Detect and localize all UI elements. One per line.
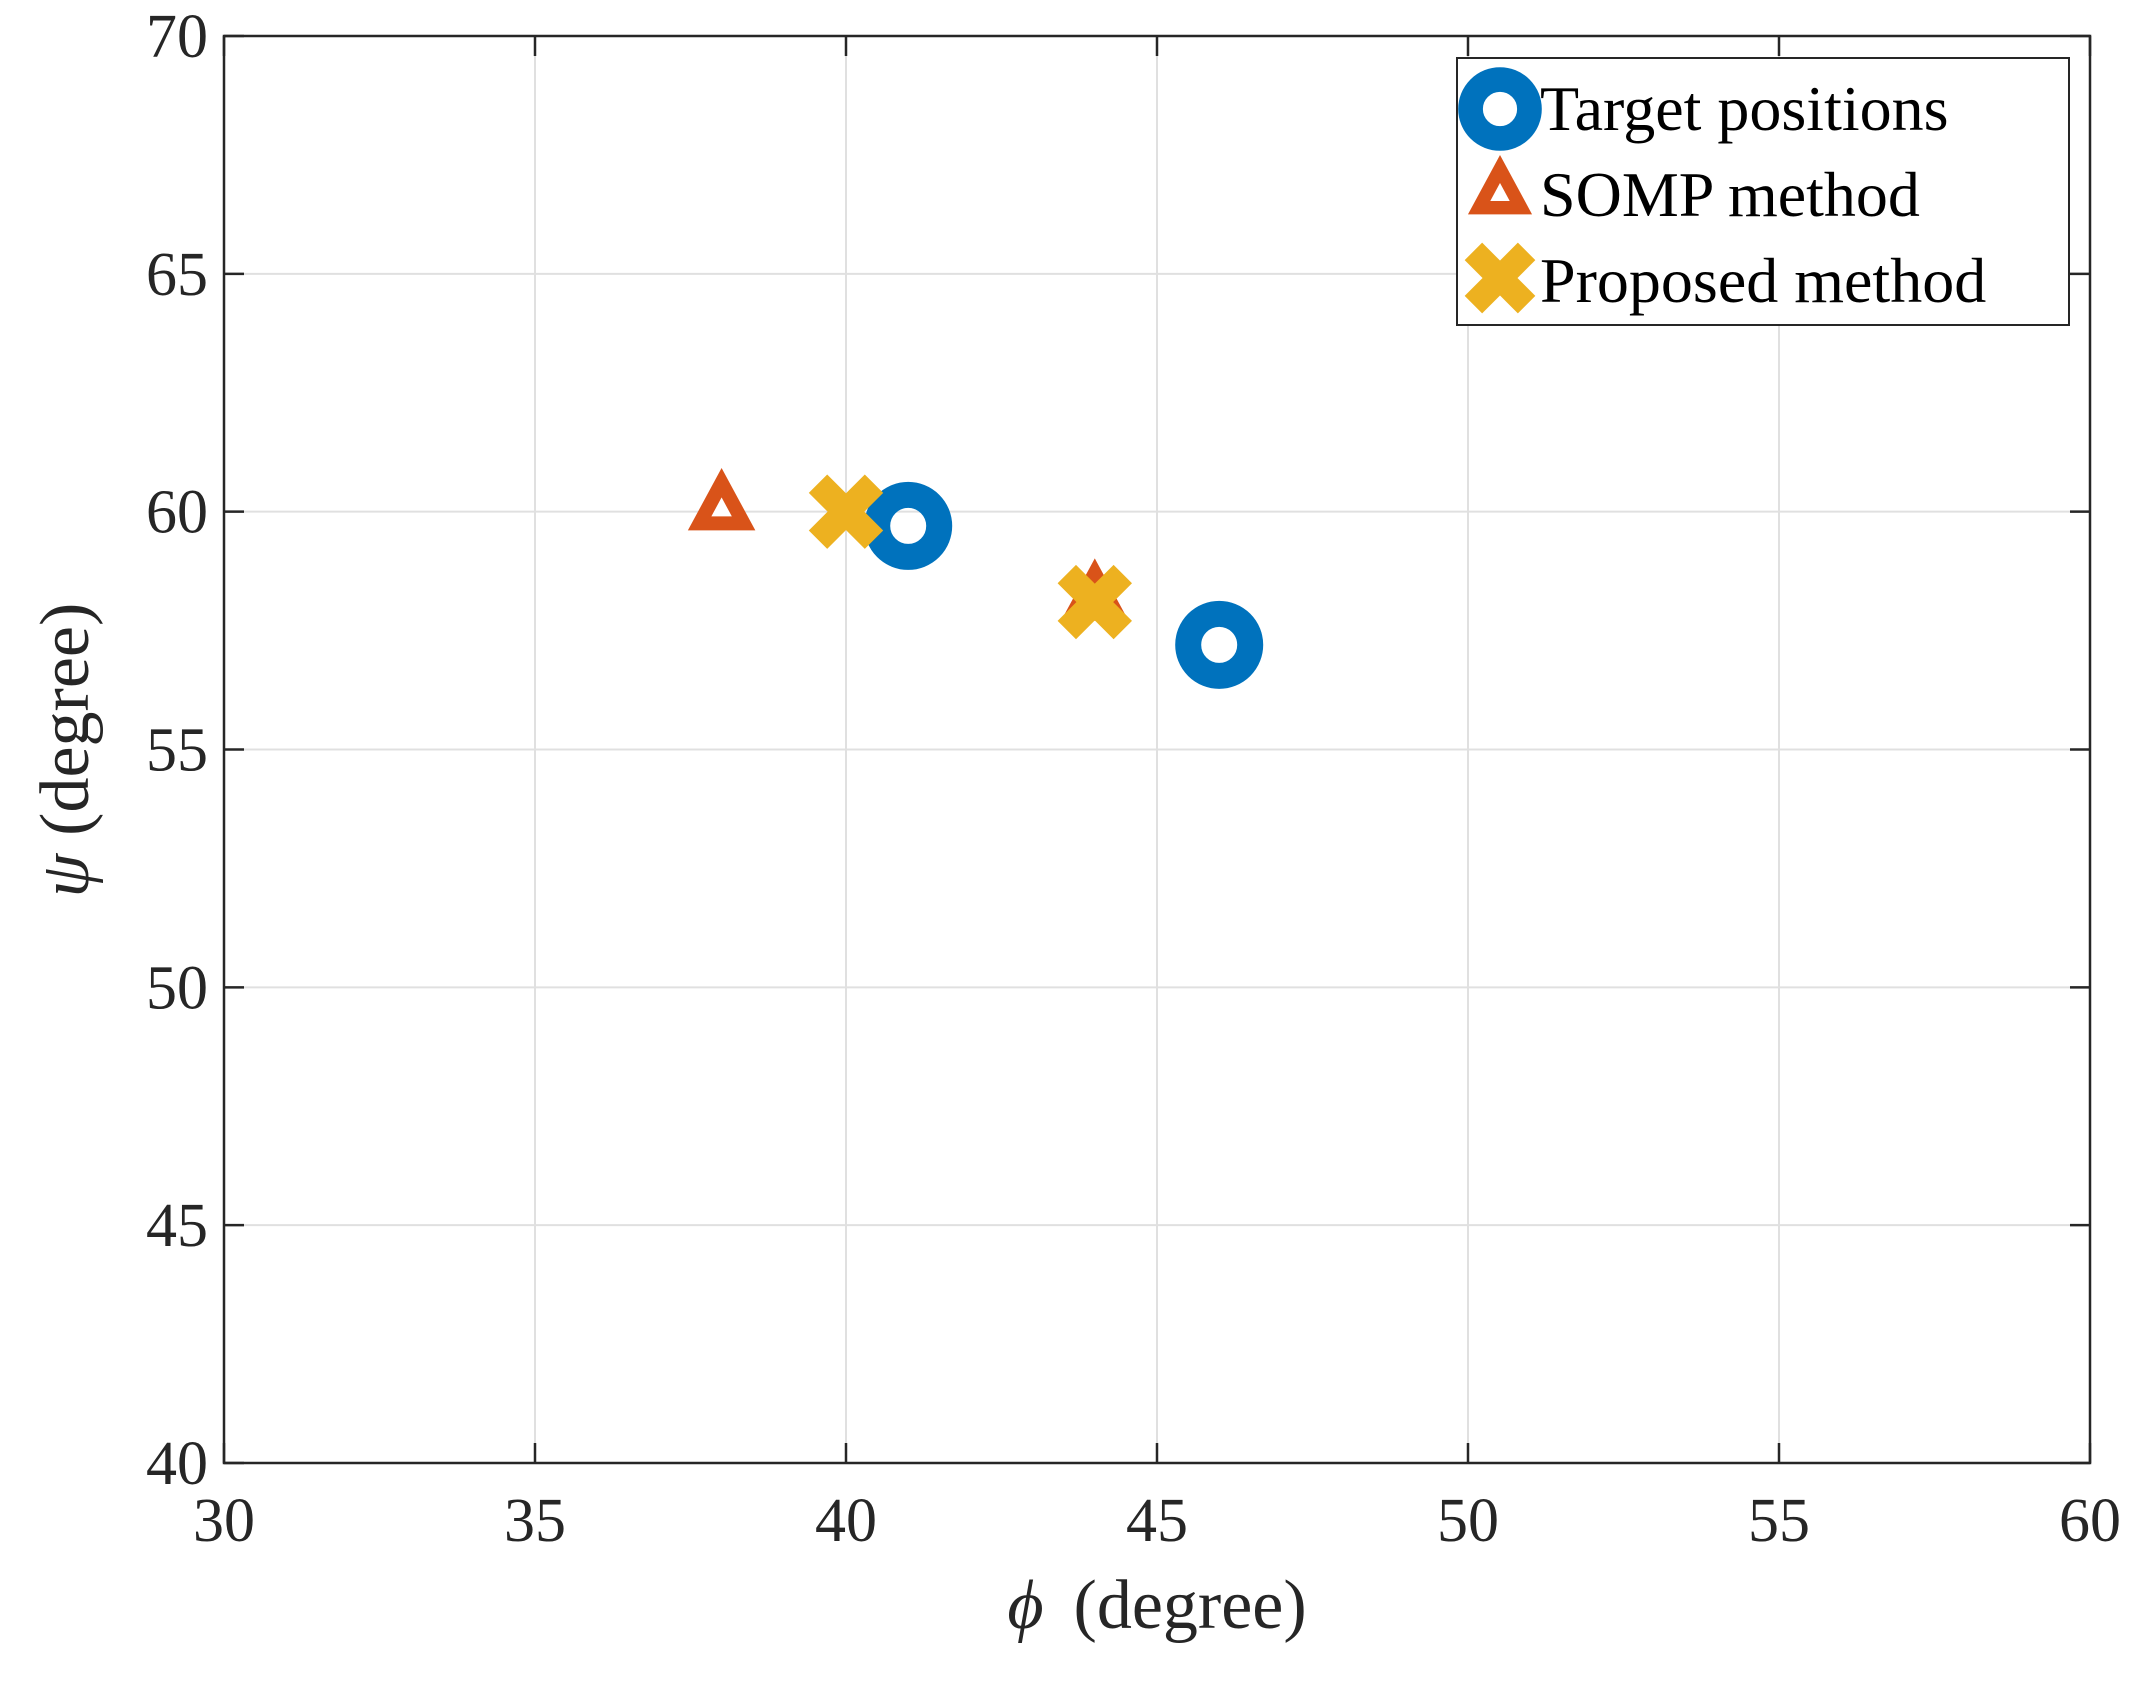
y-tick-label: 65 [146,241,208,309]
x-tick-label: 45 [1126,1487,1188,1555]
y-tick-label: 45 [146,1192,208,1260]
axis-ticks [222,34,2092,1465]
y-tick-label: 60 [146,479,208,547]
data-points [687,467,1264,689]
legend-box [1456,57,2070,326]
x-axis-label: ϕ (degree) [1007,1567,1306,1644]
y-tick-label: 55 [146,717,208,785]
y-tick-label: 50 [146,954,208,1022]
legend-markers [1458,67,1542,314]
y-tick-labels: 40 45 50 55 60 65 70 [146,3,208,1498]
series-2-point [808,474,884,549]
x-tick-label: 35 [504,1487,566,1555]
series-1-point [687,467,756,531]
series-0-point [1175,600,1264,689]
legend-label-somp: SOMP method [1540,159,1920,230]
x-axis-unit: (degree) [1074,1567,1307,1644]
legend-label-proposed: Proposed method [1540,245,1986,316]
legend-marker-0 [1458,67,1542,151]
legend-label-target: Target positions [1540,73,1949,144]
series-2-point [1057,564,1132,640]
x-tick-label: 40 [815,1487,877,1555]
y-axis-label: ψ (degree) [27,603,104,898]
y-tick-label: 40 [146,1430,208,1498]
legend-marker-2 [1464,242,1536,314]
y-axis-symbol: ψ [27,852,104,897]
x-tick-label: 50 [1437,1487,1499,1555]
x-axis-symbol: ϕ [1007,1567,1043,1644]
x-tick-label: 60 [2059,1487,2121,1555]
y-tick-label: 70 [146,3,208,71]
y-axis-unit: (degree) [27,603,104,836]
x-tick-label: 55 [1748,1487,1810,1555]
legend: Target positions SOMP method Proposed me… [1456,57,2070,326]
x-tick-label: 30 [193,1487,255,1555]
x-tick-labels: 30 35 40 45 50 55 60 [193,1487,2121,1555]
legend-marker-1 [1467,155,1533,215]
